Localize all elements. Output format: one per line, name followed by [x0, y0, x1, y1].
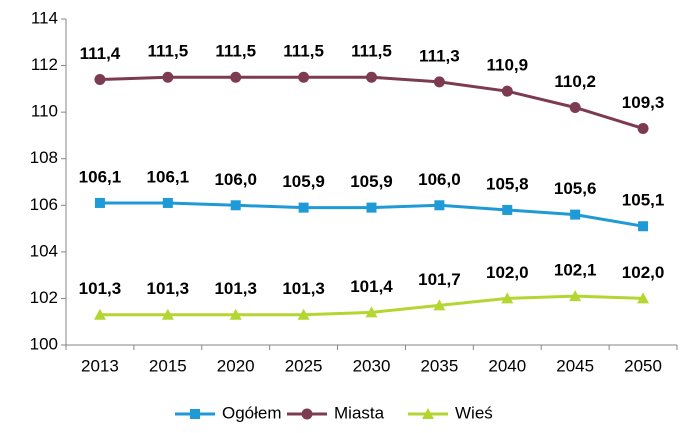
data-point — [94, 197, 105, 208]
x-tick-label: 2050 — [624, 356, 662, 375]
data-point — [570, 209, 581, 220]
data-point — [638, 221, 649, 232]
data-point — [162, 197, 173, 208]
data-point — [366, 71, 377, 83]
x-tick-label: 2040 — [488, 356, 526, 375]
data-label: 101,7 — [418, 270, 461, 289]
data-point — [94, 74, 106, 86]
data-label: 111,5 — [351, 42, 392, 61]
data-point — [298, 202, 309, 213]
x-tick-label: 2035 — [420, 356, 458, 375]
data-label: 109,3 — [622, 93, 665, 112]
data-label: 102,0 — [622, 263, 665, 282]
data-point — [161, 308, 174, 320]
x-tick-label: 2020 — [217, 356, 255, 375]
data-point — [501, 292, 514, 304]
data-label: 106,0 — [214, 170, 257, 189]
data-point — [162, 71, 174, 83]
data-point — [366, 202, 377, 213]
data-label: 111,4 — [80, 44, 121, 63]
x-tick-label: 2030 — [353, 356, 391, 375]
data-point — [433, 76, 445, 88]
data-label: 106,1 — [79, 167, 122, 186]
data-label: 105,6 — [554, 179, 597, 198]
data-point — [502, 204, 513, 215]
legend-marker — [422, 408, 434, 419]
data-label: 101,3 — [147, 279, 190, 298]
legend-marker — [301, 408, 313, 420]
data-label: 111,5 — [283, 42, 324, 61]
data-label: 105,8 — [486, 174, 529, 193]
data-label: 101,3 — [282, 279, 325, 298]
data-label: 111,3 — [419, 46, 460, 65]
y-tick-label: 108 — [30, 148, 58, 167]
data-point — [298, 71, 310, 83]
data-label: 102,1 — [554, 261, 597, 280]
data-label: 101,4 — [350, 277, 393, 296]
data-label: 106,0 — [418, 170, 461, 189]
y-tick-label: 102 — [30, 288, 58, 307]
data-point — [569, 101, 581, 113]
data-point — [229, 308, 242, 320]
data-label: 105,9 — [350, 172, 393, 191]
data-point — [569, 290, 582, 302]
data-point — [93, 308, 106, 320]
y-tick-label: 114 — [31, 8, 58, 27]
data-label: 101,3 — [214, 279, 257, 298]
data-point — [297, 308, 310, 320]
data-label: 111,5 — [147, 42, 188, 61]
data-point — [434, 200, 445, 211]
data-point — [637, 122, 649, 134]
data-label: 111,5 — [215, 42, 256, 61]
data-label: 101,3 — [79, 279, 122, 298]
data-label: 105,9 — [282, 172, 325, 191]
y-tick-label: 112 — [31, 55, 58, 74]
data-label: 110,2 — [554, 72, 596, 91]
y-tick-label: 110 — [31, 102, 58, 121]
y-tick-label: 106 — [30, 195, 58, 214]
legend-label: Miasta — [334, 403, 385, 422]
x-tick-label: 2045 — [556, 356, 594, 375]
data-label: 105,1 — [622, 191, 665, 210]
legend-label: Ogółem — [222, 403, 282, 422]
legend-marker — [190, 409, 200, 419]
data-point — [637, 292, 650, 304]
y-tick-label: 104 — [30, 241, 58, 260]
data-point — [365, 306, 378, 318]
x-tick-label: 2025 — [285, 356, 323, 375]
data-label: 106,1 — [147, 167, 190, 186]
data-point — [230, 200, 241, 211]
y-tick-label: 100 — [30, 334, 58, 353]
x-tick-label: 2013 — [81, 356, 119, 375]
x-tick-label: 2015 — [149, 356, 187, 375]
data-label: 110,9 — [486, 56, 528, 75]
legend-label: Wieś — [455, 403, 493, 422]
data-label: 102,0 — [486, 263, 529, 282]
data-point — [501, 85, 513, 97]
data-point — [433, 299, 446, 311]
data-point — [230, 71, 242, 83]
